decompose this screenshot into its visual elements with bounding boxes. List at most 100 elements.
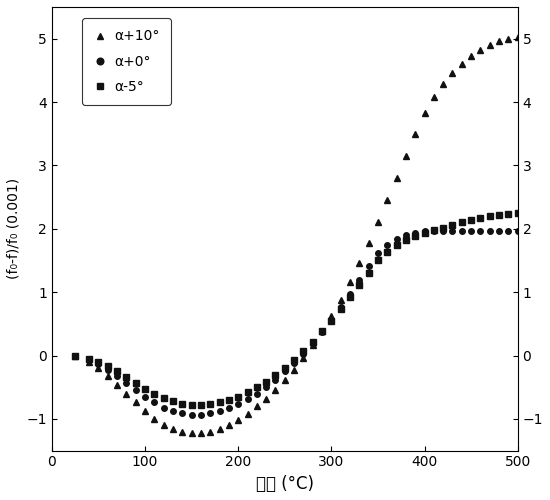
α-5° bbox=[197, 402, 204, 408]
α+10° bbox=[337, 297, 344, 303]
α-5° bbox=[123, 374, 130, 380]
α+10° bbox=[514, 34, 521, 40]
α-5° bbox=[188, 402, 195, 408]
α+10° bbox=[104, 373, 111, 379]
α-5° bbox=[431, 227, 437, 233]
α+0° bbox=[459, 228, 465, 234]
α+0° bbox=[365, 262, 372, 268]
α+10° bbox=[449, 70, 456, 76]
α+0° bbox=[151, 400, 158, 406]
α+10° bbox=[197, 430, 204, 436]
α-5° bbox=[514, 210, 521, 216]
α-5° bbox=[346, 294, 353, 300]
α-5° bbox=[263, 378, 270, 384]
α+0° bbox=[216, 408, 223, 414]
α+10° bbox=[412, 130, 419, 136]
α+10° bbox=[346, 279, 353, 285]
α+0° bbox=[337, 304, 344, 310]
α+0° bbox=[272, 376, 279, 382]
α-5° bbox=[449, 222, 456, 228]
α+0° bbox=[207, 410, 213, 416]
α-5° bbox=[244, 390, 251, 396]
α-5° bbox=[216, 400, 223, 406]
α-5° bbox=[235, 394, 241, 400]
α-5° bbox=[300, 348, 307, 354]
α-5° bbox=[72, 352, 79, 358]
α+10° bbox=[421, 110, 428, 116]
α+0° bbox=[188, 412, 195, 418]
α+0° bbox=[235, 402, 241, 407]
α+10° bbox=[142, 408, 148, 414]
α-5° bbox=[207, 402, 213, 407]
α-5° bbox=[440, 224, 447, 230]
α+0° bbox=[95, 361, 102, 367]
α+0° bbox=[514, 228, 521, 234]
α+0° bbox=[468, 228, 475, 234]
α-5° bbox=[505, 210, 512, 216]
α+0° bbox=[431, 228, 437, 234]
α+0° bbox=[412, 230, 419, 235]
α+10° bbox=[226, 422, 232, 428]
α+0° bbox=[104, 366, 111, 372]
α-5° bbox=[272, 372, 279, 378]
α+0° bbox=[170, 408, 177, 414]
α+0° bbox=[440, 228, 447, 234]
α+10° bbox=[263, 396, 270, 402]
α+10° bbox=[486, 42, 493, 48]
α+10° bbox=[282, 376, 288, 382]
α-5° bbox=[477, 215, 484, 221]
α+10° bbox=[72, 352, 79, 358]
α+10° bbox=[356, 260, 362, 266]
α+10° bbox=[496, 38, 502, 44]
α+0° bbox=[123, 380, 130, 386]
α+10° bbox=[300, 355, 307, 361]
α+10° bbox=[95, 365, 102, 371]
α+10° bbox=[254, 404, 260, 409]
α+10° bbox=[384, 198, 390, 203]
α-5° bbox=[179, 400, 185, 406]
α+0° bbox=[449, 228, 456, 234]
α+0° bbox=[197, 412, 204, 418]
α+10° bbox=[319, 328, 326, 334]
α+10° bbox=[310, 342, 316, 348]
α+10° bbox=[431, 94, 437, 100]
Line: α+10°: α+10° bbox=[73, 34, 520, 436]
α+10° bbox=[403, 153, 409, 159]
α+10° bbox=[170, 426, 177, 432]
α-5° bbox=[384, 248, 390, 254]
α-5° bbox=[95, 359, 102, 365]
α-5° bbox=[403, 237, 409, 243]
α+10° bbox=[505, 36, 512, 42]
α-5° bbox=[328, 318, 334, 324]
α-5° bbox=[365, 270, 372, 276]
α+0° bbox=[319, 329, 326, 335]
α+0° bbox=[375, 250, 381, 256]
α+0° bbox=[142, 394, 148, 400]
α-5° bbox=[375, 258, 381, 264]
α-5° bbox=[104, 364, 111, 370]
α-5° bbox=[468, 217, 475, 223]
α-5° bbox=[459, 220, 465, 226]
α+10° bbox=[365, 240, 372, 246]
Legend: α+10°, α+0°, α-5°: α+10°, α+0°, α-5° bbox=[82, 18, 170, 105]
α+0° bbox=[161, 404, 167, 410]
α+0° bbox=[114, 373, 120, 379]
α+0° bbox=[356, 277, 362, 283]
α-5° bbox=[142, 386, 148, 392]
α+10° bbox=[440, 82, 447, 87]
α+0° bbox=[393, 236, 400, 242]
α+0° bbox=[282, 368, 288, 374]
α-5° bbox=[133, 380, 139, 386]
α+0° bbox=[403, 232, 409, 238]
α+10° bbox=[188, 430, 195, 436]
α+0° bbox=[328, 317, 334, 323]
α+0° bbox=[263, 384, 270, 390]
α-5° bbox=[356, 282, 362, 288]
α+0° bbox=[346, 291, 353, 297]
X-axis label: 温度 (°C): 温度 (°C) bbox=[256, 475, 314, 493]
α+10° bbox=[133, 400, 139, 406]
α-5° bbox=[114, 368, 120, 374]
α+0° bbox=[86, 356, 92, 362]
α+10° bbox=[161, 422, 167, 428]
α+10° bbox=[393, 175, 400, 181]
